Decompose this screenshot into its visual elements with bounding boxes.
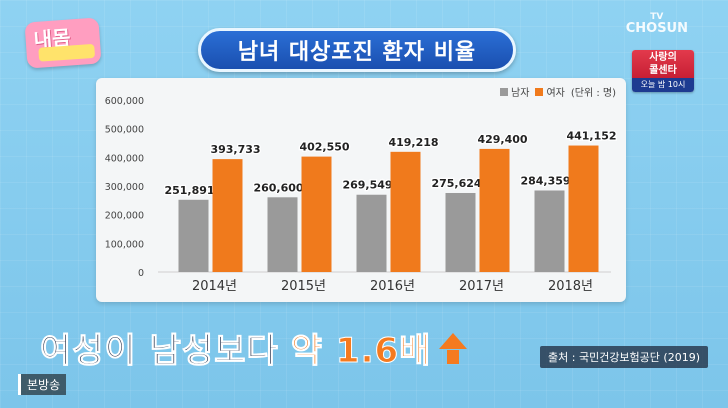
legend-male: 남자: [500, 84, 529, 99]
channel-name: CHOSUN: [625, 21, 688, 36]
data-label-female: 429,400: [477, 133, 527, 146]
y-tick-label: 500,000: [105, 125, 144, 136]
broadcast-tag: 본방송: [18, 374, 67, 395]
arrow-up-icon: [439, 333, 468, 349]
data-label-male: 284,359: [520, 174, 570, 187]
bar-female: [390, 151, 421, 272]
data-label-female: 419,218: [388, 136, 438, 149]
channel-logo: TV CHOSUN: [625, 12, 688, 36]
y-tick-label: 0: [138, 268, 144, 279]
data-label-male: 251,891: [164, 184, 214, 197]
data-label-male: 275,624: [431, 177, 481, 190]
bar-female: [212, 159, 243, 272]
y-tick-label: 100,000: [105, 239, 144, 250]
headline-main: 여성이 남성보다: [40, 330, 279, 371]
chart-title: 남녀 대상포진 환자 비율: [198, 28, 516, 72]
x-tick-label: 2014년: [192, 279, 237, 294]
promo-title: 사랑의 콜센타: [632, 50, 694, 78]
x-tick-label: 2017년: [459, 279, 504, 294]
x-tick-label: 2018년: [548, 279, 593, 294]
data-label-female: 402,550: [299, 141, 349, 154]
legend-female: 여자: [535, 84, 565, 99]
chart-legend: 남자 여자 (단위 : 명): [500, 84, 616, 99]
bar-male: [267, 197, 298, 272]
bar-female: [301, 156, 332, 272]
bar-male: [356, 194, 387, 272]
promo-line2: 콜센타: [649, 65, 677, 76]
y-tick-label: 200,000: [105, 211, 144, 222]
show-logo-ribbon: [38, 43, 96, 62]
promo-line1: 사랑의: [649, 52, 677, 63]
show-logo: 내몸: [24, 17, 102, 69]
headline: 여성이 남성보다 약 1.6배: [40, 325, 479, 371]
bar-female: [479, 148, 510, 272]
y-tick-label: 600,000: [105, 96, 144, 107]
y-tick-label: 300,000: [105, 182, 144, 193]
bar-male: [445, 192, 476, 272]
promo-schedule: 오늘 밤 10시: [632, 78, 694, 92]
data-label-female: 393,733: [210, 143, 260, 156]
data-label-female: 441,152: [566, 130, 616, 143]
bar-female: [568, 145, 599, 272]
bar-male: [178, 199, 209, 272]
arrow-up-icon-stem: [447, 350, 460, 364]
x-tick-label: 2016년: [370, 279, 415, 294]
channel-tv: TV: [650, 12, 664, 22]
data-label-male: 269,549: [342, 179, 392, 192]
legend-unit: (단위 : 명): [570, 88, 616, 99]
legend-male-swatch: [500, 87, 509, 96]
bar-male: [534, 190, 565, 272]
legend-female-label: 여자: [546, 88, 565, 99]
program-promo: 사랑의 콜센타 오늘 밤 10시: [632, 50, 694, 92]
legend-female-swatch: [535, 87, 544, 96]
source-caption: 출처 : 국민건강보험공단 (2019): [540, 346, 708, 368]
chart-card: 남자 여자 (단위 : 명) 0 100,000 200,000 300,000 400…: [96, 78, 626, 302]
headline-accent: 약 1.6배: [290, 330, 432, 371]
bar-chart: 0 100,000 200,000 300,000 400,000 500,000 600,…: [105, 96, 618, 294]
data-label-male: 260,600: [253, 181, 303, 194]
x-tick-label: 2015년: [281, 279, 326, 294]
y-tick-label: 400,000: [105, 153, 144, 164]
legend-male-label: 남자: [511, 88, 530, 99]
